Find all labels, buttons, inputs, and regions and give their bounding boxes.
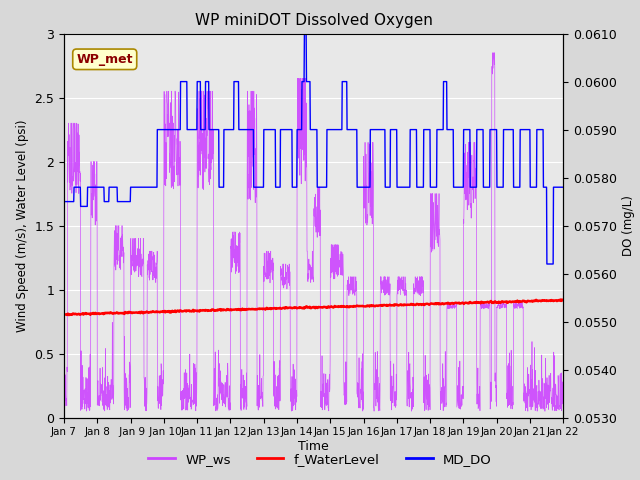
- Y-axis label: DO (mg/L): DO (mg/L): [623, 195, 636, 256]
- Title: WP miniDOT Dissolved Oxygen: WP miniDOT Dissolved Oxygen: [195, 13, 433, 28]
- Legend: WP_ws, f_WaterLevel, MD_DO: WP_ws, f_WaterLevel, MD_DO: [143, 447, 497, 471]
- Text: WP_met: WP_met: [77, 53, 133, 66]
- X-axis label: Time: Time: [298, 440, 329, 453]
- Y-axis label: Wind Speed (m/s), Water Level (psi): Wind Speed (m/s), Water Level (psi): [16, 120, 29, 332]
